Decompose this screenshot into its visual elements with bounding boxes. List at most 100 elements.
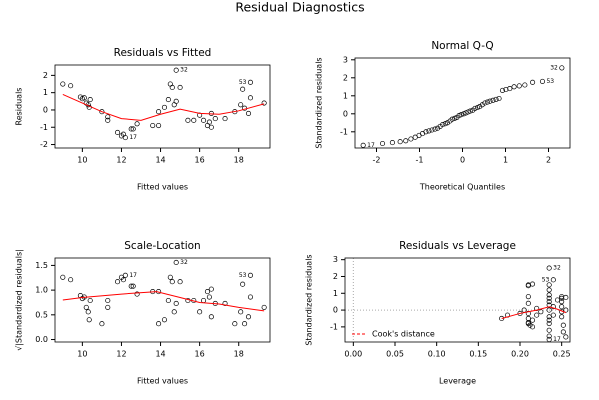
point <box>105 304 111 310</box>
point <box>247 79 254 85</box>
point <box>191 117 197 123</box>
point <box>525 315 531 322</box>
main-title: Residual Diagnostics <box>235 0 364 15</box>
point <box>120 277 126 283</box>
point <box>550 277 556 283</box>
point-label: 32 <box>553 265 561 272</box>
x-tick-label: 10 <box>77 350 87 359</box>
point <box>173 98 179 104</box>
point <box>169 279 175 285</box>
point <box>527 322 533 328</box>
point <box>122 272 128 278</box>
x-tick-label: 0.05 <box>386 350 404 359</box>
y-tick-label: 2 <box>333 272 338 281</box>
plot-frame <box>54 257 271 343</box>
x-axis-label: Theoretical Quantiles <box>419 183 505 192</box>
point <box>499 87 506 93</box>
point <box>130 126 136 132</box>
point <box>563 334 569 340</box>
point <box>105 297 111 304</box>
point <box>389 140 395 146</box>
x-tick-label: 12 <box>116 350 126 359</box>
point-label: 17 <box>129 134 137 141</box>
legend-label: Cook's distance <box>372 330 435 339</box>
y-tick-label: 1.5 <box>35 261 48 270</box>
x-tick-label: 16 <box>195 156 205 165</box>
point <box>212 116 218 122</box>
plot-frame <box>354 57 571 149</box>
point <box>68 277 74 283</box>
x-tick-label: 10 <box>77 156 87 165</box>
point <box>423 129 429 135</box>
x-tick-label: 0.15 <box>469 350 487 359</box>
point <box>128 126 134 132</box>
y-tick-label: 2 <box>343 73 348 82</box>
point <box>83 304 89 310</box>
y-tick-label: 0.5 <box>35 310 48 319</box>
point <box>546 287 552 293</box>
plot-frame <box>54 64 271 149</box>
y-tick-label: 1 <box>333 289 338 298</box>
point-label: 53 <box>239 79 247 86</box>
point <box>559 304 565 310</box>
point <box>559 65 565 71</box>
y-axis-label: Standardized residuals <box>315 57 324 148</box>
y-axis-label: Standardized residuals <box>305 254 314 345</box>
smooth-line <box>62 93 265 121</box>
point <box>479 102 485 108</box>
point <box>426 128 432 134</box>
point <box>169 84 175 91</box>
point <box>546 320 552 327</box>
point <box>525 310 531 316</box>
point <box>173 300 179 307</box>
point <box>546 299 552 305</box>
point <box>525 283 531 289</box>
point <box>560 329 566 335</box>
x-tick-label: 0.25 <box>553 350 571 359</box>
point <box>200 117 207 123</box>
legend: Cook's distance <box>352 330 435 339</box>
point <box>81 95 87 101</box>
point <box>208 124 214 130</box>
point <box>156 321 162 327</box>
point <box>134 121 140 127</box>
point <box>114 129 121 135</box>
point <box>516 83 522 89</box>
point <box>554 297 561 303</box>
point-label: 53 <box>546 78 554 85</box>
point <box>85 309 91 315</box>
point <box>408 136 414 142</box>
y-tick-label: 1 <box>43 88 48 97</box>
point <box>472 105 478 111</box>
point <box>559 299 565 305</box>
y-tick-label: 2 <box>43 71 48 80</box>
point <box>529 317 536 323</box>
point <box>232 321 238 327</box>
point <box>550 312 556 318</box>
point <box>546 307 552 313</box>
point <box>156 122 162 129</box>
point <box>200 297 207 304</box>
point <box>525 320 531 327</box>
point <box>161 317 168 323</box>
plot-frame <box>344 257 571 343</box>
point <box>222 300 228 307</box>
point <box>238 309 244 315</box>
point <box>534 305 540 311</box>
point <box>173 67 179 73</box>
point <box>240 86 246 92</box>
point <box>245 110 252 116</box>
x-tick-label: 14 <box>155 350 165 359</box>
x-tick-label: -2 <box>373 156 381 165</box>
y-tick-label: -1 <box>330 322 338 331</box>
point <box>435 125 441 131</box>
point <box>484 99 490 105</box>
point <box>546 333 552 339</box>
point <box>458 112 464 118</box>
point <box>222 116 228 122</box>
point <box>247 294 254 300</box>
y-tick-label: 3 <box>333 255 338 264</box>
y-tick-label: 0 <box>333 306 338 315</box>
x-tick-label: 16 <box>195 350 205 359</box>
smooth-line <box>62 291 265 312</box>
